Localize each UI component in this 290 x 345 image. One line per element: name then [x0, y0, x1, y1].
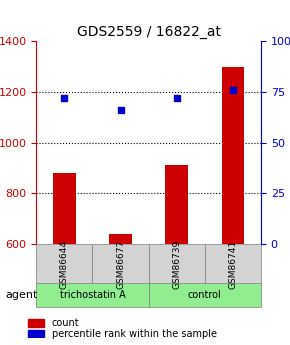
FancyBboxPatch shape: [205, 244, 261, 285]
Bar: [109, 234, 132, 345]
Bar: [53, 173, 76, 345]
Text: GSM86741: GSM86741: [229, 240, 238, 289]
FancyBboxPatch shape: [36, 244, 93, 285]
Text: count: count: [52, 318, 79, 328]
Text: trichostatin A: trichostatin A: [59, 290, 125, 300]
Text: control: control: [188, 290, 222, 300]
FancyBboxPatch shape: [93, 244, 148, 285]
FancyBboxPatch shape: [148, 283, 261, 307]
Text: percentile rank within the sample: percentile rank within the sample: [52, 328, 217, 338]
Bar: [166, 165, 188, 345]
Text: GSM86644: GSM86644: [60, 240, 69, 289]
FancyBboxPatch shape: [36, 283, 148, 307]
Text: GSM86677: GSM86677: [116, 240, 125, 289]
Text: GSM86739: GSM86739: [172, 240, 181, 289]
FancyBboxPatch shape: [148, 244, 205, 285]
Bar: [28, 330, 44, 337]
Text: agent: agent: [5, 290, 37, 300]
Title: GDS2559 / 16822_at: GDS2559 / 16822_at: [77, 25, 221, 39]
Bar: [222, 67, 244, 345]
Bar: [28, 319, 44, 327]
